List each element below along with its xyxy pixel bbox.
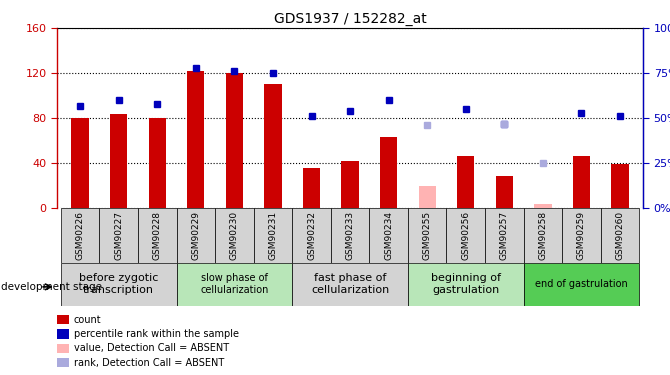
Text: beginning of
gastrulation: beginning of gastrulation [431, 273, 500, 295]
Text: slow phase of
cellularization: slow phase of cellularization [200, 273, 269, 295]
Text: count: count [74, 315, 101, 325]
Bar [496, 176, 513, 208]
Bar [110, 114, 127, 208]
Text: GSM90229: GSM90229 [192, 211, 200, 260]
Bar [369, 208, 408, 262]
Bar [176, 208, 215, 262]
Text: rank, Detection Call = ABSENT: rank, Detection Call = ABSENT [74, 358, 224, 368]
Text: GSM90256: GSM90256 [461, 211, 470, 260]
Bar [226, 73, 243, 208]
Text: end of gastrulation: end of gastrulation [535, 279, 628, 289]
Text: GSM90259: GSM90259 [577, 211, 586, 260]
Bar [562, 208, 601, 262]
Bar [149, 118, 166, 208]
Title: GDS1937 / 152282_at: GDS1937 / 152282_at [274, 12, 426, 26]
Bar [485, 208, 524, 262]
Bar [534, 204, 551, 208]
Bar [99, 208, 138, 262]
Bar [457, 156, 474, 208]
Text: GSM90232: GSM90232 [307, 211, 316, 260]
Bar [524, 208, 562, 262]
Text: GSM90230: GSM90230 [230, 211, 239, 260]
Bar [612, 164, 628, 208]
Text: GSM90231: GSM90231 [269, 211, 277, 260]
Bar [408, 208, 446, 262]
Bar [419, 186, 436, 208]
Bar [601, 208, 639, 262]
Bar [303, 168, 320, 208]
Bar [292, 208, 331, 262]
Bar [187, 71, 204, 208]
Bar [292, 262, 408, 306]
Bar [215, 208, 254, 262]
Text: GSM90233: GSM90233 [346, 211, 354, 260]
Text: GSM90227: GSM90227 [114, 211, 123, 260]
Text: GSM90234: GSM90234 [384, 211, 393, 260]
Bar [138, 208, 176, 262]
Text: fast phase of
cellularization: fast phase of cellularization [311, 273, 389, 295]
Bar [72, 118, 88, 208]
Bar [331, 208, 369, 262]
Bar [176, 262, 292, 306]
Bar [380, 137, 397, 208]
Text: percentile rank within the sample: percentile rank within the sample [74, 329, 239, 339]
Text: GSM90260: GSM90260 [616, 211, 624, 260]
Text: GSM90255: GSM90255 [423, 211, 431, 260]
Text: GSM90257: GSM90257 [500, 211, 509, 260]
Bar [342, 161, 358, 208]
Text: GSM90228: GSM90228 [153, 211, 161, 260]
Text: value, Detection Call = ABSENT: value, Detection Call = ABSENT [74, 344, 229, 353]
Bar [446, 208, 485, 262]
Text: GSM90226: GSM90226 [76, 211, 84, 260]
Bar [61, 208, 99, 262]
Bar [408, 262, 524, 306]
Bar [573, 156, 590, 208]
Bar [254, 208, 292, 262]
Bar [264, 84, 281, 208]
Text: development stage: development stage [1, 282, 102, 292]
Bar [524, 262, 639, 306]
Text: GSM90258: GSM90258 [539, 211, 547, 260]
Text: before zygotic
transcription: before zygotic transcription [79, 273, 158, 295]
Bar [61, 262, 176, 306]
